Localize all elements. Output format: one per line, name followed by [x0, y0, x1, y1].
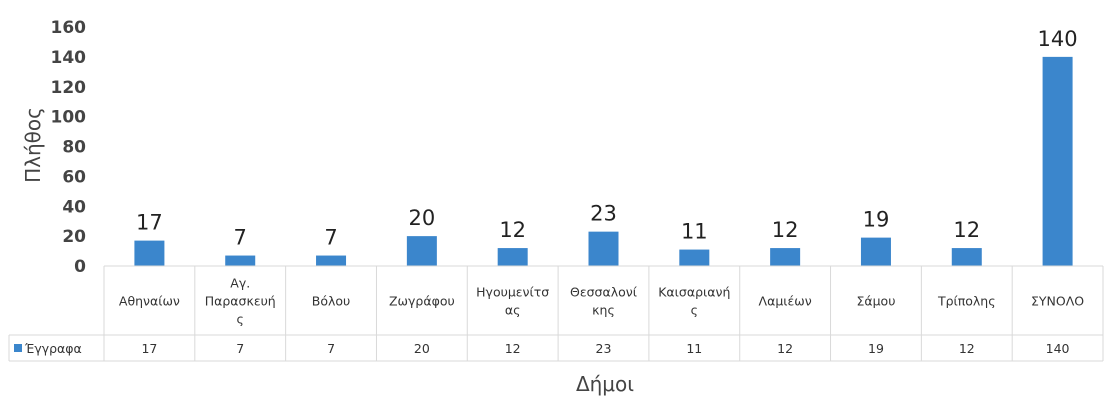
x-axis-title: Δήμοι	[576, 372, 634, 396]
y-tick-label: 100	[51, 108, 87, 128]
x-tick-label: Αγ. Παρασκευή ς	[205, 276, 276, 327]
y-tick-label: 140	[51, 48, 87, 68]
y-tick-label: 0	[74, 257, 86, 277]
data-label: 12	[953, 218, 980, 242]
x-tick-label: Βόλου	[312, 294, 351, 309]
data-label: 7	[234, 226, 247, 250]
table-value: 19	[868, 341, 884, 356]
x-tick-label: Ζωγράφου	[389, 294, 455, 309]
y-tick-label: 80	[62, 138, 86, 158]
data-label: 12	[772, 218, 799, 242]
data-table: Αθηναίων Αγ. Παρασκευή ς Βόλου Ζωγράφου Ηγουμε…	[8, 265, 1104, 362]
bars	[134, 56, 1073, 266]
table-value: 12	[959, 341, 975, 356]
table-value: 17	[141, 341, 157, 356]
x-tick-label: Λαμιέων	[759, 294, 812, 309]
bar	[1042, 56, 1073, 266]
table-value: 20	[414, 341, 430, 356]
table-value: 12	[777, 341, 793, 356]
x-tick-label: Σάμου	[856, 294, 895, 309]
bar	[406, 236, 437, 266]
x-tick-label: Ηγουμενίτσ ας	[476, 285, 549, 318]
table-value: 23	[596, 341, 612, 356]
data-label: 19	[863, 208, 890, 232]
bar	[225, 255, 256, 266]
x-tick-label: Καισαριανή ς	[658, 285, 730, 318]
legend-entry: Έγγραφα	[24, 341, 82, 356]
bar	[951, 248, 982, 266]
y-axis: 0 20 40 60 80 100 120 140 160	[51, 18, 87, 277]
x-tick-label: Αθηναίων	[119, 294, 180, 309]
table-value: 7	[236, 341, 244, 356]
data-label: 17	[136, 211, 163, 235]
data-label: 11	[681, 220, 708, 244]
data-label: 23	[590, 202, 617, 226]
x-tick-label: Τρίπολης	[937, 294, 996, 309]
bar	[679, 249, 710, 266]
bar	[497, 248, 528, 266]
bar	[860, 237, 891, 266]
table-value: 12	[505, 341, 521, 356]
data-labels: 17 7 7 20 12 23 11 12 19 12 140	[136, 27, 1078, 250]
y-tick-label: 160	[51, 18, 87, 38]
y-tick-label: 120	[51, 78, 87, 98]
data-label: 20	[408, 206, 435, 230]
bar	[770, 248, 801, 266]
y-axis-title: Πλήθος	[21, 107, 45, 183]
table-value: 7	[327, 341, 335, 356]
data-label: 140	[1038, 27, 1078, 51]
x-tick-label: Θεσσαλονί κης	[570, 285, 638, 318]
x-tick-label: ΣΥΝΟΛΟ	[1031, 294, 1084, 309]
legend-swatch	[14, 344, 22, 352]
bar	[588, 231, 619, 266]
y-tick-label: 60	[62, 167, 86, 187]
bar	[316, 255, 347, 266]
bar	[134, 240, 165, 266]
table-value: 11	[686, 341, 702, 356]
data-label: 12	[499, 218, 526, 242]
table-value: 140	[1046, 341, 1070, 356]
y-tick-label: 20	[62, 227, 86, 247]
y-tick-label: 40	[62, 197, 86, 217]
data-label: 7	[324, 226, 337, 250]
